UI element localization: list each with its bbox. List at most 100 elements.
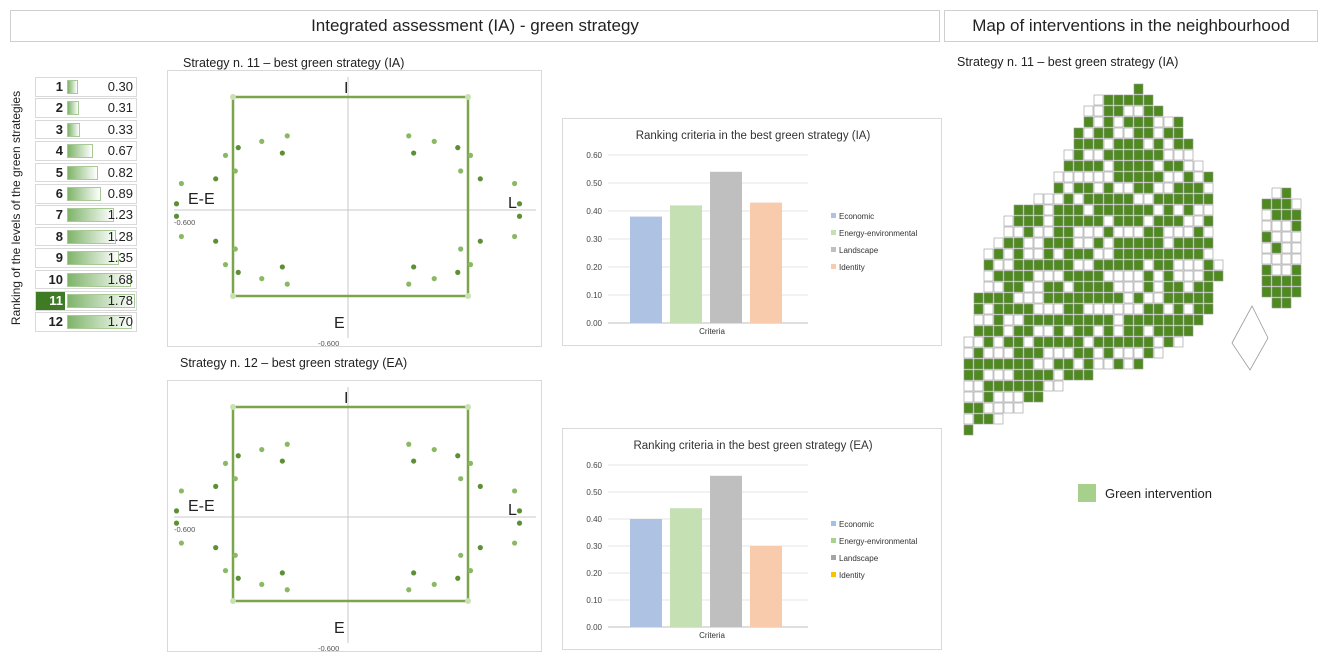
data-point	[222, 568, 229, 574]
map-block	[1193, 248, 1204, 260]
map-block	[1193, 259, 1204, 271]
map-block	[1153, 105, 1164, 117]
ranking-databar	[67, 272, 132, 287]
map-block	[1053, 248, 1064, 260]
map-block	[1063, 259, 1074, 271]
ranking-number: 6	[55, 186, 63, 201]
map-block	[1093, 127, 1104, 139]
map-block	[983, 358, 994, 370]
green-intervention-legend: Green intervention	[1105, 486, 1212, 501]
ranking-value: 0.82	[107, 164, 133, 180]
map-block	[1271, 275, 1282, 287]
map-block	[1103, 325, 1114, 337]
map-block	[1073, 259, 1084, 271]
legend-swatch	[831, 230, 836, 235]
map-block	[1203, 204, 1214, 216]
map-block	[1183, 248, 1194, 260]
map-block	[973, 380, 984, 392]
map-block	[1003, 391, 1014, 403]
map-block	[1123, 138, 1134, 150]
data-point	[178, 540, 184, 546]
map-block	[1113, 226, 1124, 238]
map-block	[1063, 160, 1074, 172]
map-block	[1183, 270, 1194, 282]
data-point	[284, 441, 290, 447]
map-block	[1203, 182, 1214, 194]
map-block	[1173, 149, 1184, 161]
map-block	[1133, 94, 1144, 106]
map-block	[1083, 369, 1094, 381]
ranking-databar	[67, 251, 119, 266]
map-block	[1013, 303, 1024, 315]
map-block	[1103, 149, 1114, 161]
map-block	[1183, 138, 1194, 150]
map-block	[1203, 259, 1214, 271]
map-block	[1183, 314, 1194, 326]
data-point	[411, 458, 417, 464]
map-block	[1013, 215, 1024, 227]
data-point	[213, 238, 219, 244]
map-block	[1053, 292, 1064, 304]
data-point	[516, 201, 523, 207]
map-block	[1203, 270, 1214, 282]
map-block	[1103, 314, 1114, 326]
map-block	[1043, 259, 1054, 271]
map-block	[993, 358, 1004, 370]
map-block	[1083, 358, 1094, 370]
map-block	[1093, 347, 1104, 359]
map-block	[1143, 116, 1154, 128]
map-block	[1193, 303, 1204, 315]
map-block	[1023, 281, 1034, 293]
map-block	[1143, 138, 1154, 150]
map-title: Strategy n. 11 – best green strategy (IA…	[957, 55, 1179, 69]
data-point	[178, 233, 184, 240]
map-block	[1073, 270, 1084, 282]
map-block	[1033, 215, 1044, 227]
ranking-number: 4	[55, 143, 63, 159]
map-block	[1133, 325, 1144, 337]
map-block	[1163, 215, 1174, 227]
map-block	[1033, 193, 1044, 205]
map-block	[1143, 237, 1154, 249]
bar-panel-2: Ranking criteria in the best green strat…	[562, 428, 942, 650]
map-block	[1133, 270, 1144, 282]
map-block	[1073, 336, 1084, 348]
map-block	[993, 347, 1004, 359]
map-block	[1083, 248, 1094, 260]
map-block	[1073, 171, 1084, 183]
ranking-row: 1 0.30	[35, 77, 137, 97]
map-block	[1143, 314, 1154, 326]
map-block	[973, 391, 984, 403]
map-block	[973, 325, 984, 337]
map-block	[1153, 336, 1164, 348]
map-block	[1183, 281, 1194, 293]
map-block	[1193, 314, 1204, 326]
data-point	[173, 520, 180, 526]
map-block	[1063, 171, 1074, 183]
map-block	[1043, 380, 1054, 392]
map-block	[1203, 193, 1214, 205]
map-block	[1193, 292, 1204, 304]
map-block	[1133, 292, 1144, 304]
map-block	[1103, 127, 1114, 139]
map-block	[1053, 204, 1064, 216]
map-block	[1103, 281, 1114, 293]
legend-entry: Identity	[839, 571, 865, 580]
data-point	[178, 180, 184, 187]
map-block	[1271, 242, 1282, 254]
map-block	[1023, 347, 1034, 359]
map-block	[1003, 336, 1014, 348]
map-block	[1043, 314, 1054, 326]
bar-chart-2: Ranking criteria in the best green strat…	[586, 440, 917, 640]
map-block	[1033, 369, 1044, 381]
map-block	[1133, 336, 1144, 348]
map-block	[1013, 314, 1024, 326]
strategy-outline	[231, 95, 470, 298]
map-block	[993, 237, 1004, 249]
data-point	[455, 575, 461, 581]
map-block	[1073, 215, 1084, 227]
map-block	[1093, 248, 1104, 260]
map-block	[973, 413, 984, 425]
map-block	[1163, 336, 1174, 348]
map-block	[1073, 138, 1084, 150]
